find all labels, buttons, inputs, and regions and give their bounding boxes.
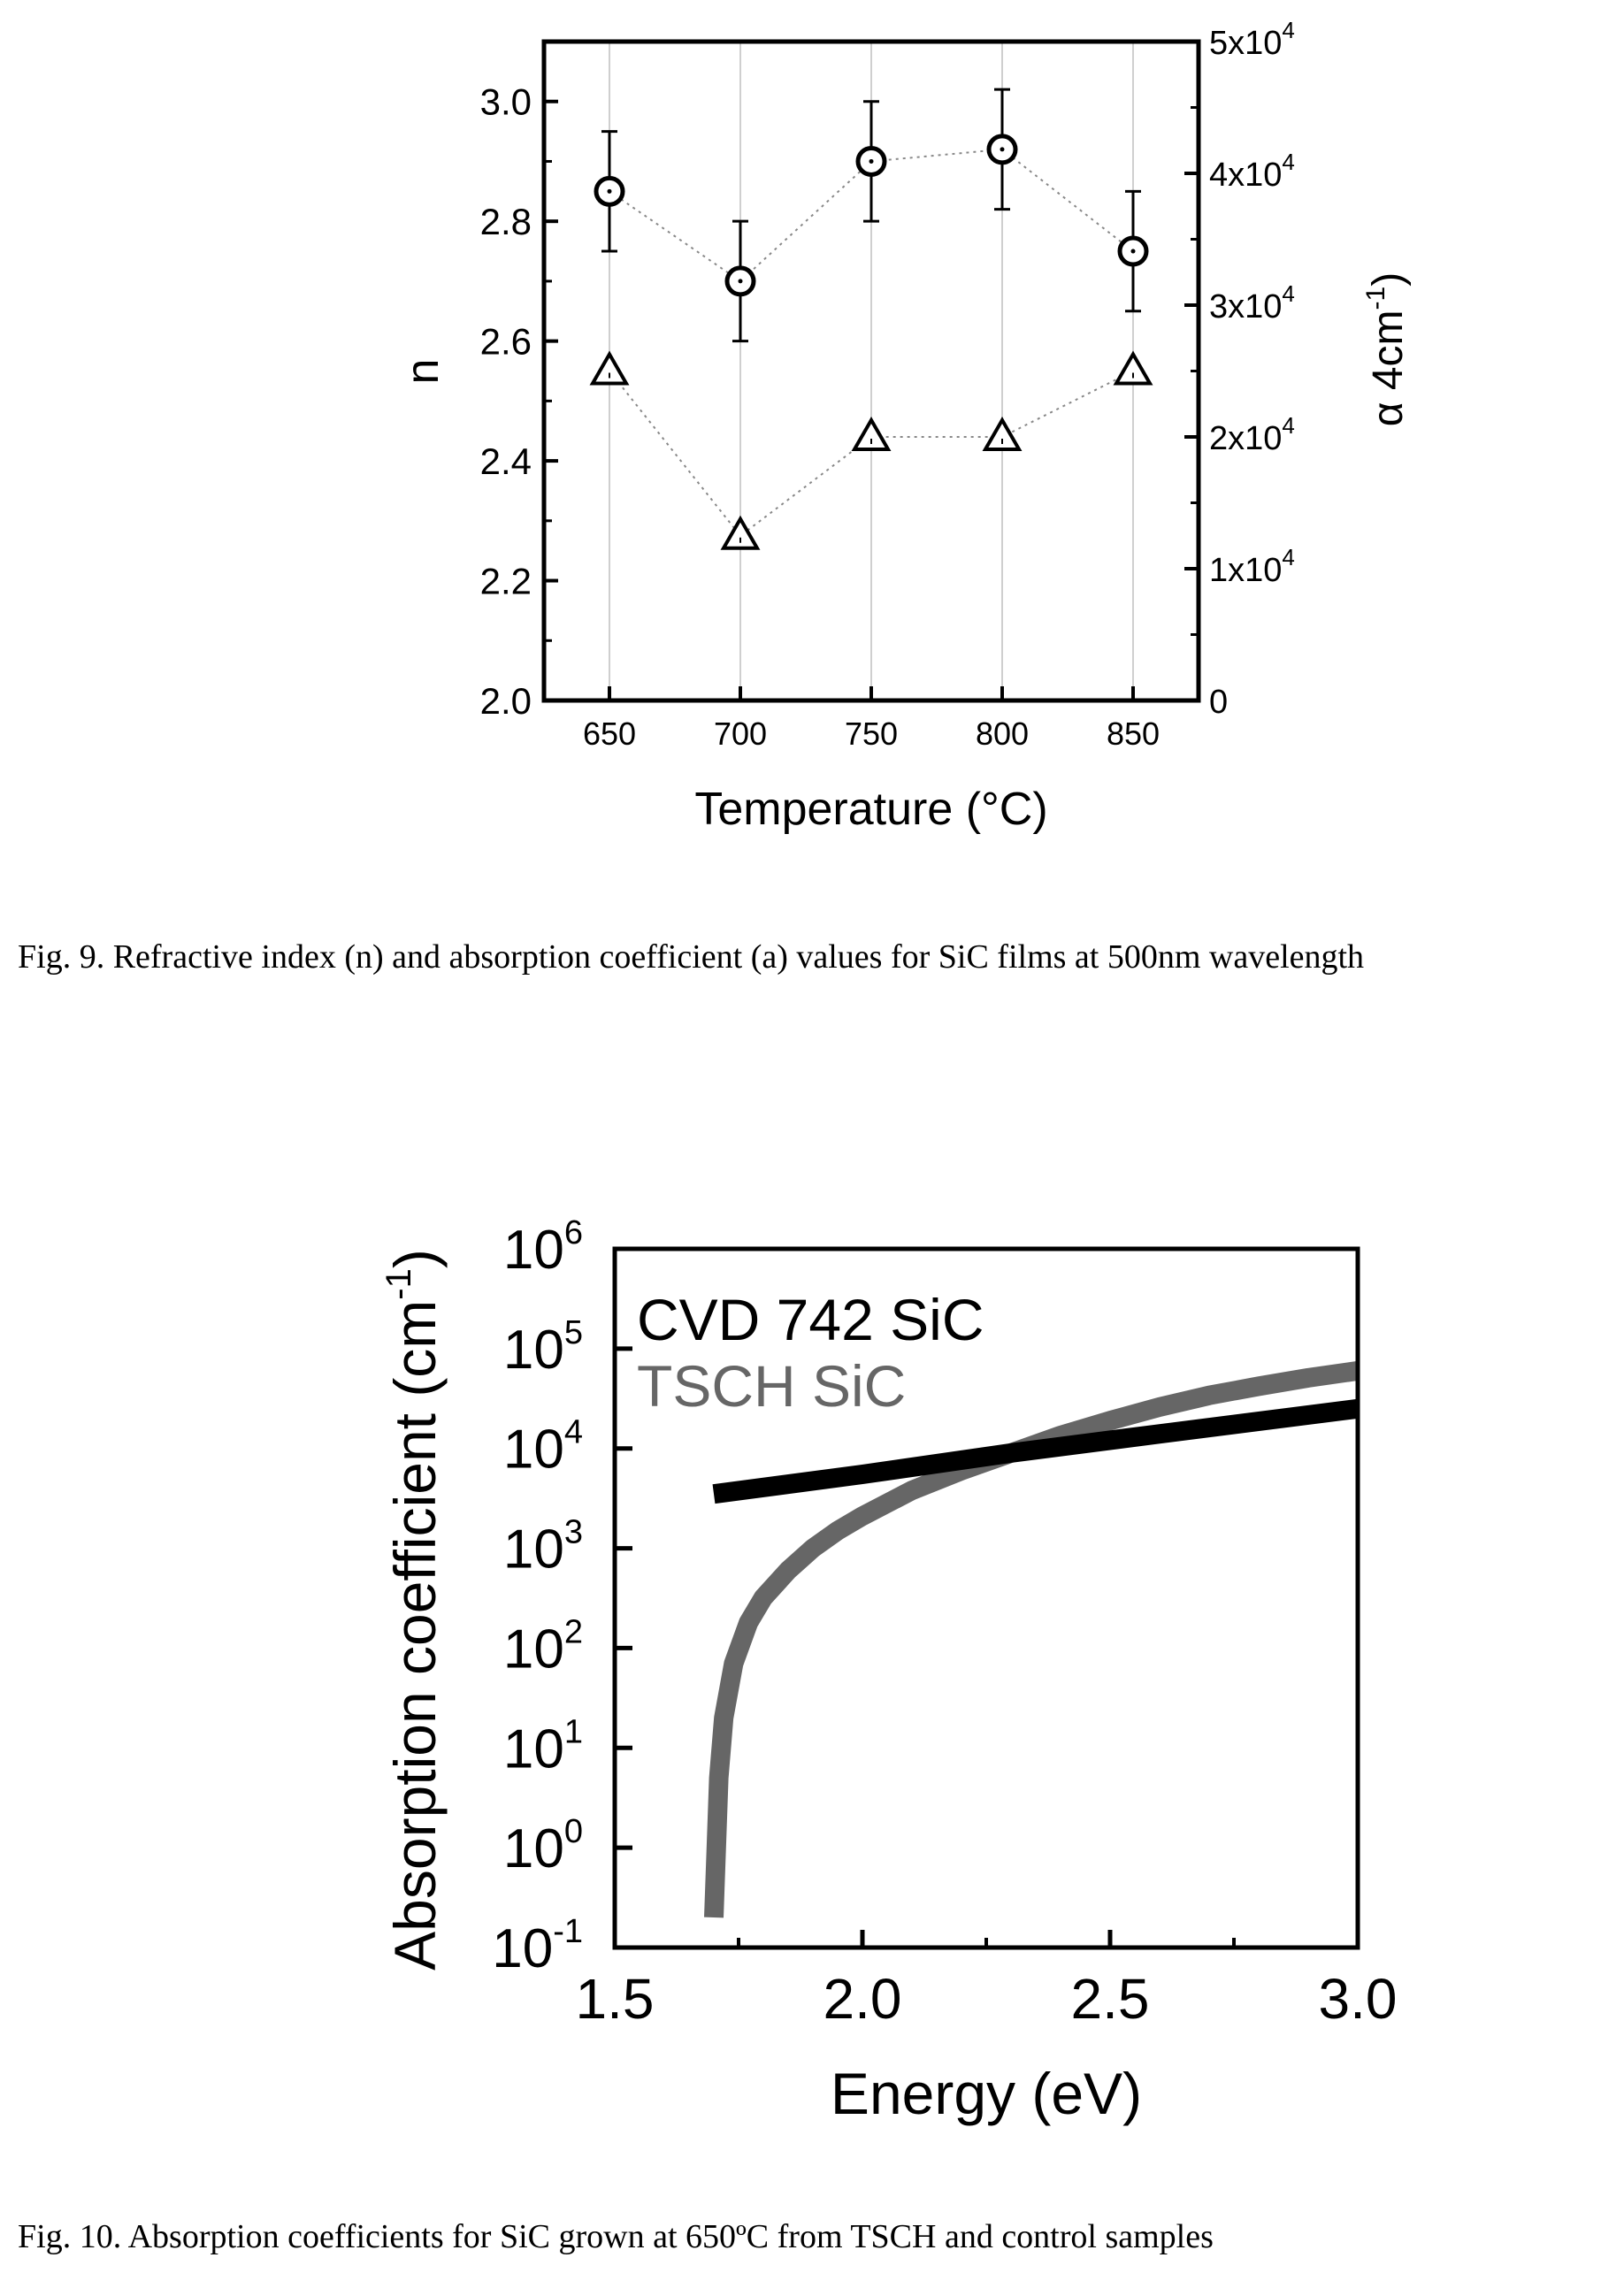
f9-y-tick-label: 2.4 xyxy=(480,440,532,482)
f9-marks xyxy=(589,88,1153,550)
f9-x-tick-label: 700 xyxy=(714,716,767,752)
f10-y-tick-label: 103 xyxy=(503,1514,583,1580)
f9-y-tick-label: 2.6 xyxy=(480,321,532,363)
f10-y-tick-label: 106 xyxy=(503,1214,583,1281)
f9-x-tick-label: 850 xyxy=(1107,716,1160,752)
f9-alpha-point xyxy=(982,416,1023,451)
f9-x-tick-label: 650 xyxy=(583,716,636,752)
f9-n-point-dot xyxy=(607,188,612,194)
f9-y2-tick-label: 0 xyxy=(1209,684,1228,721)
f10-y-tick-label: 101 xyxy=(503,1713,583,1779)
f10-y-tick-label: 102 xyxy=(503,1613,583,1680)
f9-y2-tick-label: 4x104 xyxy=(1209,149,1295,194)
f9-alpha-point xyxy=(1113,350,1153,386)
f9-x-tick-label: 800 xyxy=(976,716,1029,752)
f9-alpha-series-line xyxy=(609,370,1134,538)
f9-connecting-lines xyxy=(609,148,1134,538)
f10-x-tick-label: 3.0 xyxy=(1319,1967,1398,2031)
f10-legend-entry-cvd: CVD 742 SiC xyxy=(637,1287,984,1352)
f9-alpha-point xyxy=(720,515,761,550)
figure-10-caption: Fig. 10. Absorption coefficients for SiC… xyxy=(18,2218,1214,2255)
f10-cvd-series-line xyxy=(712,1398,1360,1504)
f9-n-point-dot xyxy=(1130,249,1136,254)
figure-9-chart: 650 700 750 800 850 2.0 2.2 2.4 2.6 2.8 3.0 0 1x104 2… xyxy=(397,17,1412,835)
f9-y-tick-label: 2.2 xyxy=(480,561,532,602)
f9-y2-tick-label: 1x104 xyxy=(1209,544,1295,589)
f9-x-axis-label: Temperature (°C) xyxy=(694,784,1047,835)
f9-alpha-point xyxy=(851,416,892,451)
f9-y-tick-label: 3.0 xyxy=(480,81,532,123)
f10-x-tick-label: 2.5 xyxy=(1071,1967,1150,2031)
f9-y-tick-label: 2.0 xyxy=(480,680,532,722)
f10-y-tick-label: 104 xyxy=(503,1414,583,1481)
f10-x-tick-label: 2.0 xyxy=(823,1967,902,2031)
f9-axes: 650 700 750 800 850 2.0 2.2 2.4 2.6 2.8 3.0 0 1x104 2… xyxy=(480,17,1295,752)
f9-x-tick-label: 750 xyxy=(845,716,898,752)
figure-9-caption: Fig. 9. Refractive index (n) and absorpt… xyxy=(18,938,1365,976)
f10-y-tick-label: 10-1 xyxy=(492,1913,583,1979)
f9-y-axis-label: n xyxy=(397,359,448,385)
f10-y-tick-label: 105 xyxy=(503,1314,583,1381)
f10-tsch-series-line xyxy=(704,1361,1360,1918)
f9-y2-tick-label: 2x104 xyxy=(1209,412,1295,457)
f10-series-lines xyxy=(704,1361,1360,1918)
f9-n-point-dot xyxy=(869,158,874,164)
f10-y-tick-label: 100 xyxy=(503,1813,583,1879)
f10-legend-entry-tsch: TSCH SiC xyxy=(637,1353,906,1419)
f9-n-point-dot xyxy=(1000,147,1005,152)
figure-10-chart: 1.5 2.0 2.5 3.0 10-1 100 101 102 103 104 105 106 CV… xyxy=(379,1214,1397,2126)
f9-y2-tick-label: 3x104 xyxy=(1209,280,1295,325)
f9-n-point-dot xyxy=(738,279,743,284)
f9-y-tick-label: 2.8 xyxy=(480,201,532,242)
f9-y2-axis-label: α 4cm-1) xyxy=(1361,272,1412,426)
f9-y2-tick-label: 5x104 xyxy=(1209,17,1295,62)
f9-alpha-point xyxy=(589,350,630,386)
f10-y-axis-label: Absorption coefficient (cm-1) xyxy=(379,1249,448,1971)
f10-x-axis-label: Energy (eV) xyxy=(831,2061,1142,2126)
f10-x-tick-label: 1.5 xyxy=(576,1967,655,2031)
f10-axes: 1.5 2.0 2.5 3.0 10-1 100 101 102 103 104 105 106 xyxy=(492,1214,1397,2031)
